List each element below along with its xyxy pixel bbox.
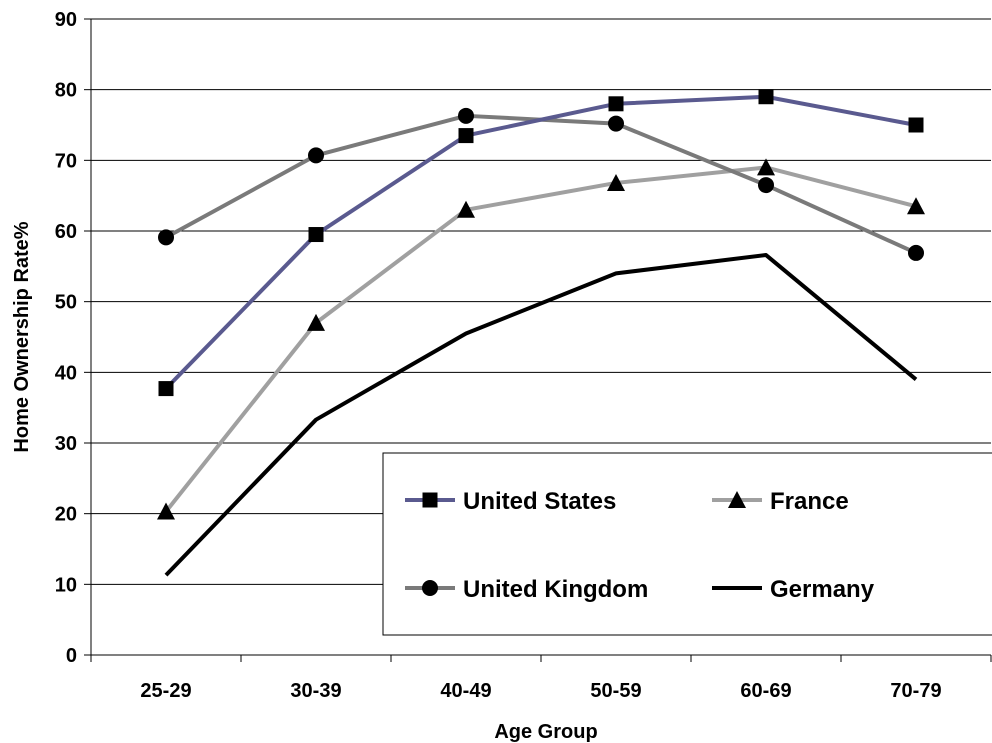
y-tick-label: 10 [55,574,77,596]
data-point-united-kingdom [308,147,324,164]
x-tick-labels: 25-29 30-39 40-49 50-59 60-69 70-79 [140,680,941,702]
legend-item-germany: Germany [712,576,875,603]
y-tick-label: 20 [55,504,77,526]
data-point-france [907,197,925,215]
data-point-united-kingdom [608,115,624,132]
x-tick-label: 50-59 [590,680,641,702]
data-point-france [457,200,475,218]
y-tick-label: 40 [55,362,77,384]
legend-label: United Kingdom [463,576,648,603]
y-axis-title: Home Ownership Rate% [11,221,33,452]
legend-box [382,452,992,636]
legend-item-united-kingdom: United Kingdom [405,576,648,603]
data-point-united-kingdom [458,107,474,124]
y-tick-label: 0 [66,645,77,667]
data-point-united-states [158,381,174,397]
y-tick-label: 90 [55,9,77,31]
series-line-united-states [164,94,917,390]
legend-marker [728,491,746,508]
data-point-france [307,313,325,331]
data-point-france [607,173,625,191]
data-point-france [157,502,175,520]
data-point-france [757,158,775,176]
y-tick-label: 80 [55,80,77,102]
data-point-united-states [308,227,324,243]
series-line-germany [164,253,918,577]
data-point-united-states [758,89,774,105]
legend-marker [422,580,438,596]
x-axis-title: Age Group [494,721,597,743]
legend-label: United States [463,488,616,515]
data-point-united-kingdom [158,229,174,246]
x-tick-label: 60-69 [740,680,791,702]
y-tick-label: 70 [55,150,77,172]
legend-marker [422,492,438,508]
data-point-united-states [908,117,924,133]
y-tick-labels: 0 10 20 30 40 50 60 70 80 90 [55,9,77,667]
y-tick-label: 50 [55,292,77,314]
data-point-united-states [458,128,474,144]
legend-label: Germany [770,576,875,603]
series-line-united-kingdom [165,113,917,255]
series-line-france [164,165,917,513]
legend-item-united-states: United States [405,488,616,515]
legend-label: France [770,488,849,515]
legend-item-france: France [712,488,849,515]
x-tick-label: 30-39 [290,680,341,702]
x-tick-label: 70-79 [890,680,941,702]
x-tick-label: 25-29 [140,680,191,702]
axes [84,18,992,662]
legend: United States France United Kingdom Germany [382,452,992,636]
data-point-united-kingdom [908,244,924,261]
y-tick-label: 30 [55,433,77,455]
x-tick-label: 40-49 [440,680,491,702]
data-point-united-states [608,96,624,112]
y-tick-label: 60 [55,221,77,243]
data-point-united-kingdom [758,177,774,194]
series-group [157,89,925,577]
